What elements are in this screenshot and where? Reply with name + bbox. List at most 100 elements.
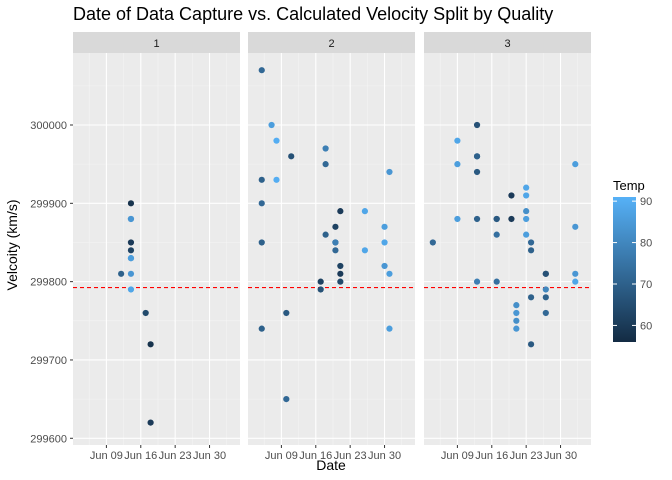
- y-tick-label: 299700: [30, 355, 67, 367]
- data-point: [322, 231, 329, 238]
- data-point: [258, 239, 265, 246]
- facet-strip: [248, 32, 415, 53]
- legend-tick-label: 90: [640, 196, 652, 208]
- x-tick-label: Jun 09: [90, 450, 123, 462]
- data-point: [542, 309, 549, 317]
- data-point: [283, 396, 290, 403]
- data-point: [268, 121, 275, 129]
- data-point: [523, 208, 530, 215]
- data-point: [386, 325, 393, 332]
- data-point: [523, 231, 530, 238]
- facet-strip: [73, 32, 240, 53]
- data-point: [142, 309, 149, 317]
- data-point: [258, 176, 265, 183]
- data-point: [332, 247, 339, 254]
- data-point: [429, 239, 436, 246]
- data-point: [572, 223, 579, 230]
- data-point: [454, 161, 461, 168]
- data-point: [513, 317, 520, 324]
- data-point: [283, 309, 290, 317]
- data-point: [361, 208, 368, 215]
- data-point: [572, 270, 579, 277]
- data-point: [273, 137, 280, 144]
- x-tick-label: Jun 16: [299, 450, 332, 462]
- data-point: [317, 278, 324, 285]
- data-point: [322, 145, 329, 152]
- legend-tick-label: 60: [640, 320, 652, 332]
- data-point: [337, 208, 344, 215]
- data-point: [386, 168, 393, 176]
- data-point: [127, 239, 135, 246]
- facet-strip-label: 1: [153, 38, 159, 50]
- data-point: [473, 168, 481, 176]
- data-point: [127, 247, 135, 254]
- data-point: [337, 270, 344, 277]
- data-point: [127, 255, 135, 262]
- x-tick-label: Jun 30: [193, 450, 226, 462]
- x-tick-label: Jun 09: [441, 450, 474, 462]
- y-axis: 299600 299700 299800 299900 300000: [30, 120, 73, 445]
- x-axis-title: Date: [316, 457, 346, 473]
- data-point: [273, 176, 280, 183]
- data-point: [127, 270, 135, 277]
- data-point: [147, 419, 154, 426]
- data-point: [332, 223, 339, 230]
- facet-panel-1: 1 Jun 09 Jun 16 Jun 23 Jun 30: [73, 32, 240, 462]
- data-point: [337, 278, 344, 285]
- data-point: [258, 325, 265, 332]
- data-point: [527, 247, 535, 254]
- facet-strip: [424, 32, 591, 53]
- data-point: [508, 215, 515, 223]
- data-point: [454, 137, 461, 144]
- data-point: [127, 286, 135, 293]
- data-point: [258, 200, 265, 207]
- x-tick-label: Jun 23: [334, 450, 367, 462]
- chart-title: Date of Data Capture vs. Calculated Velo…: [73, 4, 553, 24]
- facet-panel-2: 2 Jun 09 Jun 16 Jun 23 Jun 30: [248, 32, 415, 462]
- data-point: [527, 239, 535, 246]
- data-point: [473, 153, 481, 160]
- data-point: [493, 231, 500, 238]
- data-point: [523, 192, 530, 199]
- data-point: [381, 262, 388, 270]
- data-point: [473, 215, 481, 223]
- x-tick-label: Jun 23: [510, 450, 543, 462]
- facet-strip-label: 2: [328, 38, 334, 50]
- data-point: [527, 294, 535, 301]
- x-tick-label: Jun 30: [544, 450, 577, 462]
- data-point: [542, 270, 549, 277]
- data-point: [493, 215, 500, 223]
- y-tick-label: 300000: [30, 120, 67, 132]
- data-point: [288, 153, 295, 160]
- data-point: [147, 341, 154, 348]
- legend-title: Temp: [613, 178, 645, 193]
- data-point: [493, 278, 500, 285]
- data-point: [127, 215, 135, 223]
- data-point: [258, 67, 265, 74]
- legend-tick-label: 70: [640, 279, 652, 291]
- data-point: [527, 341, 535, 348]
- legend-tick-label: 80: [640, 238, 652, 250]
- data-point: [386, 270, 393, 277]
- data-point: [332, 239, 339, 246]
- y-tick-label: 299600: [30, 433, 67, 445]
- data-point: [337, 262, 344, 270]
- panel-background: [73, 53, 240, 445]
- x-tick-label: Jun 16: [124, 450, 157, 462]
- x-tick-label: Jun 23: [159, 450, 192, 462]
- data-point: [361, 247, 368, 254]
- panel-background: [424, 53, 591, 445]
- data-point: [118, 270, 125, 277]
- data-point: [127, 200, 135, 207]
- data-point: [473, 278, 481, 285]
- data-point: [513, 325, 520, 332]
- y-tick-label: 299900: [30, 198, 67, 210]
- data-point: [381, 223, 388, 230]
- data-point: [322, 161, 329, 168]
- data-point: [523, 184, 530, 191]
- x-tick-label: Jun 30: [368, 450, 401, 462]
- data-point: [381, 239, 388, 246]
- data-point: [572, 161, 579, 168]
